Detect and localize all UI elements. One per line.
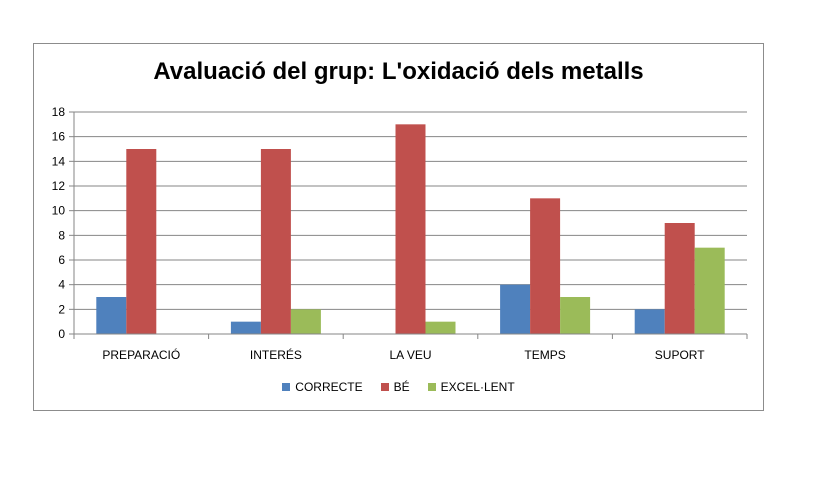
y-tick-label: 4 bbox=[58, 278, 65, 292]
bar-3-2 bbox=[560, 297, 591, 334]
bar-0-0 bbox=[96, 297, 127, 334]
legend-item-2: EXCEL·LENT bbox=[427, 380, 515, 394]
legend-label: EXCEL·LENT bbox=[440, 380, 515, 394]
bar-1-0 bbox=[230, 321, 261, 334]
y-tick-label: 10 bbox=[52, 204, 66, 218]
legend-swatch bbox=[427, 383, 436, 391]
bar-1-1 bbox=[260, 149, 291, 334]
y-tick-label: 16 bbox=[52, 130, 66, 144]
chart-legend: CORRECTE BÉ EXCEL·LENT bbox=[34, 380, 763, 394]
legend-label: CORRECTE bbox=[295, 380, 363, 394]
bar-2-1 bbox=[395, 124, 426, 334]
y-tick-label: 2 bbox=[58, 302, 65, 316]
chart-title: Avaluació del grup: L'oxidació dels meta… bbox=[153, 58, 644, 85]
y-tick-label: 0 bbox=[58, 327, 65, 341]
x-tick-label: SUPORT bbox=[655, 348, 705, 362]
bar-4-1 bbox=[664, 223, 695, 334]
bar-1-2 bbox=[290, 309, 321, 334]
legend-item-1: BÉ bbox=[380, 380, 410, 394]
x-tick-label: INTERÉS bbox=[250, 347, 302, 362]
legend-item-0: CORRECTE bbox=[282, 380, 363, 394]
legend-label: BÉ bbox=[393, 380, 410, 394]
bar-4-0 bbox=[634, 309, 665, 334]
chart-plot: 0 2 4 6 8 10 12 14 16 18 PREPARACIÓ INTERÉS LA VEU TE… bbox=[52, 105, 748, 362]
x-tick-label: LA VEU bbox=[389, 348, 431, 362]
y-tick-label: 12 bbox=[52, 179, 66, 193]
y-tick-label: 8 bbox=[58, 228, 65, 242]
y-tick-label: 14 bbox=[52, 154, 66, 168]
bar-4-2 bbox=[694, 247, 725, 334]
bar-2-2 bbox=[425, 321, 456, 334]
x-tick-label: TEMPS bbox=[524, 348, 565, 362]
legend-swatch bbox=[282, 383, 291, 391]
bar-3-0 bbox=[500, 284, 531, 334]
chart-frame: Avaluació del grup: L'oxidació dels meta… bbox=[33, 43, 764, 411]
y-tick-label: 6 bbox=[58, 253, 65, 267]
y-tick-label: 18 bbox=[52, 105, 66, 119]
x-tick-label: PREPARACIÓ bbox=[102, 347, 180, 362]
legend-swatch bbox=[380, 383, 389, 391]
bar-3-1 bbox=[530, 198, 561, 334]
bar-0-1 bbox=[126, 149, 157, 334]
